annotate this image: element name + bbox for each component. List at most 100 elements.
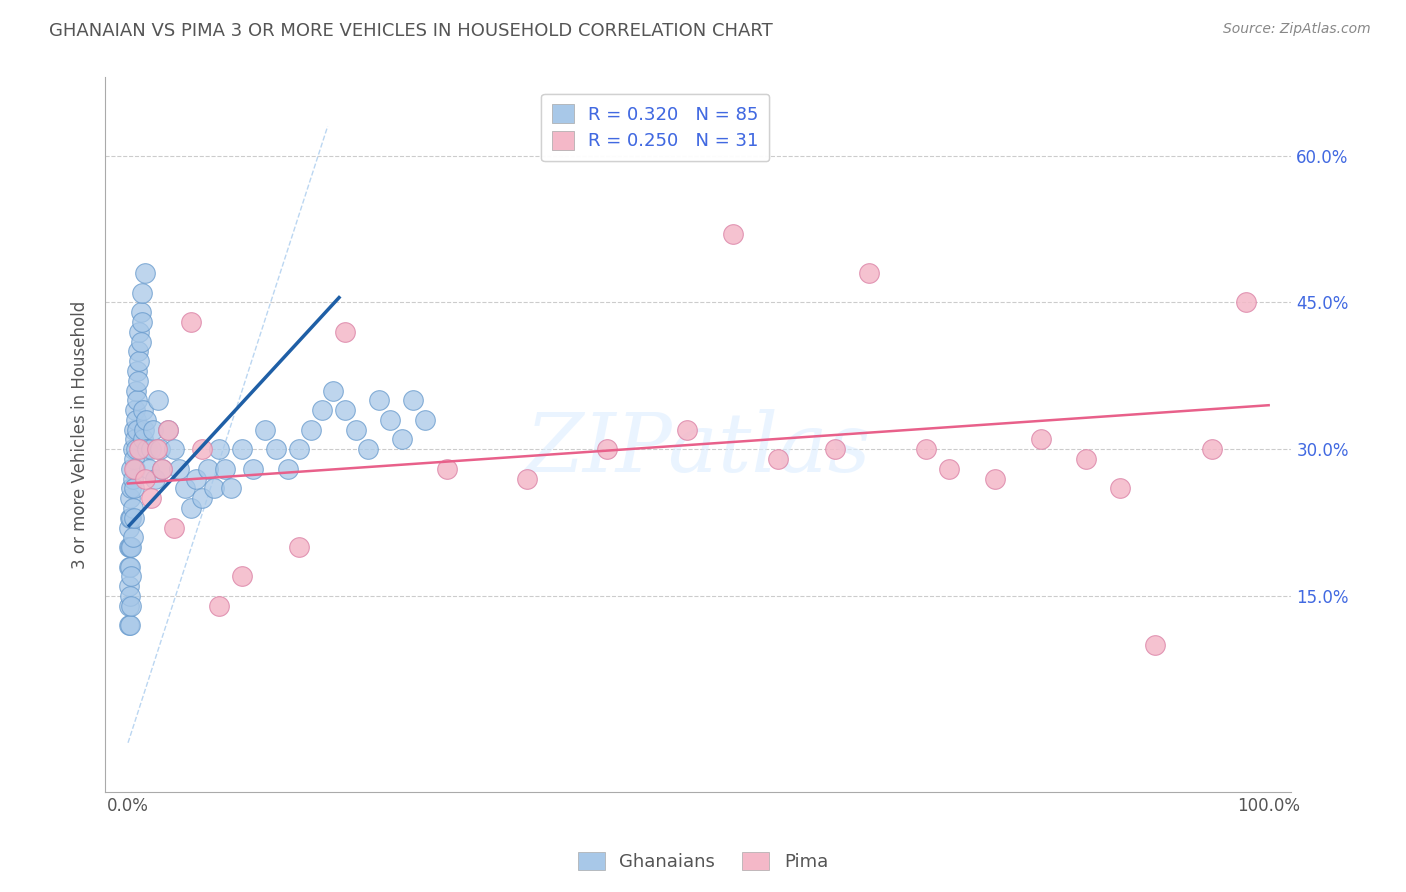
Point bbox=[150, 462, 173, 476]
Point bbox=[132, 403, 155, 417]
Point bbox=[149, 442, 172, 457]
Point bbox=[132, 433, 155, 447]
Point bbox=[118, 579, 141, 593]
Legend: Ghanaians, Pima: Ghanaians, Pima bbox=[571, 845, 835, 879]
Point bbox=[120, 510, 142, 524]
Point bbox=[118, 540, 141, 554]
Point bbox=[214, 462, 236, 476]
Point bbox=[136, 442, 159, 457]
Point bbox=[391, 433, 413, 447]
Point bbox=[131, 285, 153, 300]
Point bbox=[516, 472, 538, 486]
Point bbox=[121, 442, 143, 457]
Point bbox=[191, 442, 214, 457]
Text: GHANAIAN VS PIMA 3 OR MORE VEHICLES IN HOUSEHOLD CORRELATION CHART: GHANAIAN VS PIMA 3 OR MORE VEHICLES IN H… bbox=[49, 22, 773, 40]
Point bbox=[138, 462, 160, 476]
Point bbox=[208, 442, 231, 457]
Point bbox=[122, 510, 145, 524]
Point bbox=[120, 491, 142, 505]
Point bbox=[858, 266, 880, 280]
Point bbox=[122, 482, 145, 496]
Text: Source: ZipAtlas.com: Source: ZipAtlas.com bbox=[1223, 22, 1371, 37]
Point bbox=[121, 472, 143, 486]
Point bbox=[132, 423, 155, 437]
Point bbox=[596, 442, 619, 457]
Point bbox=[120, 569, 142, 583]
Point bbox=[174, 482, 197, 496]
Point bbox=[676, 423, 699, 437]
Point bbox=[127, 423, 149, 437]
Point bbox=[1143, 638, 1166, 652]
Point bbox=[231, 442, 253, 457]
Point bbox=[128, 325, 150, 339]
Y-axis label: 3 or more Vehicles in Household: 3 or more Vehicles in Household bbox=[72, 301, 89, 569]
Point bbox=[125, 413, 148, 427]
Point bbox=[118, 520, 141, 534]
Point bbox=[984, 472, 1007, 486]
Point bbox=[1109, 482, 1132, 496]
Point bbox=[169, 462, 191, 476]
Point bbox=[156, 423, 179, 437]
Point bbox=[333, 403, 356, 417]
Point bbox=[129, 305, 152, 319]
Point bbox=[721, 227, 744, 241]
Point bbox=[127, 374, 149, 388]
Point bbox=[277, 462, 299, 476]
Point bbox=[436, 462, 458, 476]
Point bbox=[156, 423, 179, 437]
Point bbox=[120, 462, 142, 476]
Point bbox=[129, 334, 152, 349]
Point bbox=[766, 452, 789, 467]
Point bbox=[288, 540, 311, 554]
Point bbox=[242, 462, 264, 476]
Point bbox=[191, 491, 214, 505]
Point bbox=[145, 472, 167, 486]
Point bbox=[322, 384, 344, 398]
Point bbox=[180, 315, 202, 329]
Point bbox=[131, 315, 153, 329]
Point bbox=[125, 442, 148, 457]
Point bbox=[135, 413, 157, 427]
Point bbox=[124, 403, 146, 417]
Point bbox=[344, 423, 367, 437]
Point bbox=[125, 384, 148, 398]
Point bbox=[134, 472, 156, 486]
Point bbox=[127, 344, 149, 359]
Point bbox=[120, 559, 142, 574]
Point bbox=[180, 500, 202, 515]
Point bbox=[413, 413, 436, 427]
Point bbox=[311, 403, 333, 417]
Point bbox=[1201, 442, 1223, 457]
Point bbox=[356, 442, 378, 457]
Point bbox=[145, 442, 167, 457]
Point bbox=[266, 442, 288, 457]
Point bbox=[824, 442, 846, 457]
Point bbox=[122, 452, 145, 467]
Point bbox=[380, 413, 402, 427]
Point bbox=[1234, 295, 1257, 310]
Point bbox=[139, 491, 162, 505]
Point bbox=[134, 266, 156, 280]
Point bbox=[120, 589, 142, 603]
Point bbox=[197, 462, 219, 476]
Point bbox=[146, 393, 169, 408]
Point bbox=[219, 482, 242, 496]
Point bbox=[128, 442, 150, 457]
Point bbox=[299, 423, 322, 437]
Point bbox=[938, 462, 960, 476]
Text: ZIPatlas: ZIPatlas bbox=[526, 409, 872, 489]
Legend: R = 0.320   N = 85, R = 0.250   N = 31: R = 0.320 N = 85, R = 0.250 N = 31 bbox=[541, 94, 769, 161]
Point bbox=[333, 325, 356, 339]
Point bbox=[1029, 433, 1052, 447]
Point bbox=[124, 433, 146, 447]
Point bbox=[122, 462, 145, 476]
Point bbox=[120, 599, 142, 613]
Point bbox=[128, 354, 150, 368]
Point bbox=[368, 393, 391, 408]
Point bbox=[288, 442, 311, 457]
Point bbox=[142, 423, 165, 437]
Point bbox=[121, 500, 143, 515]
Point bbox=[118, 559, 141, 574]
Point bbox=[231, 569, 253, 583]
Point bbox=[124, 462, 146, 476]
